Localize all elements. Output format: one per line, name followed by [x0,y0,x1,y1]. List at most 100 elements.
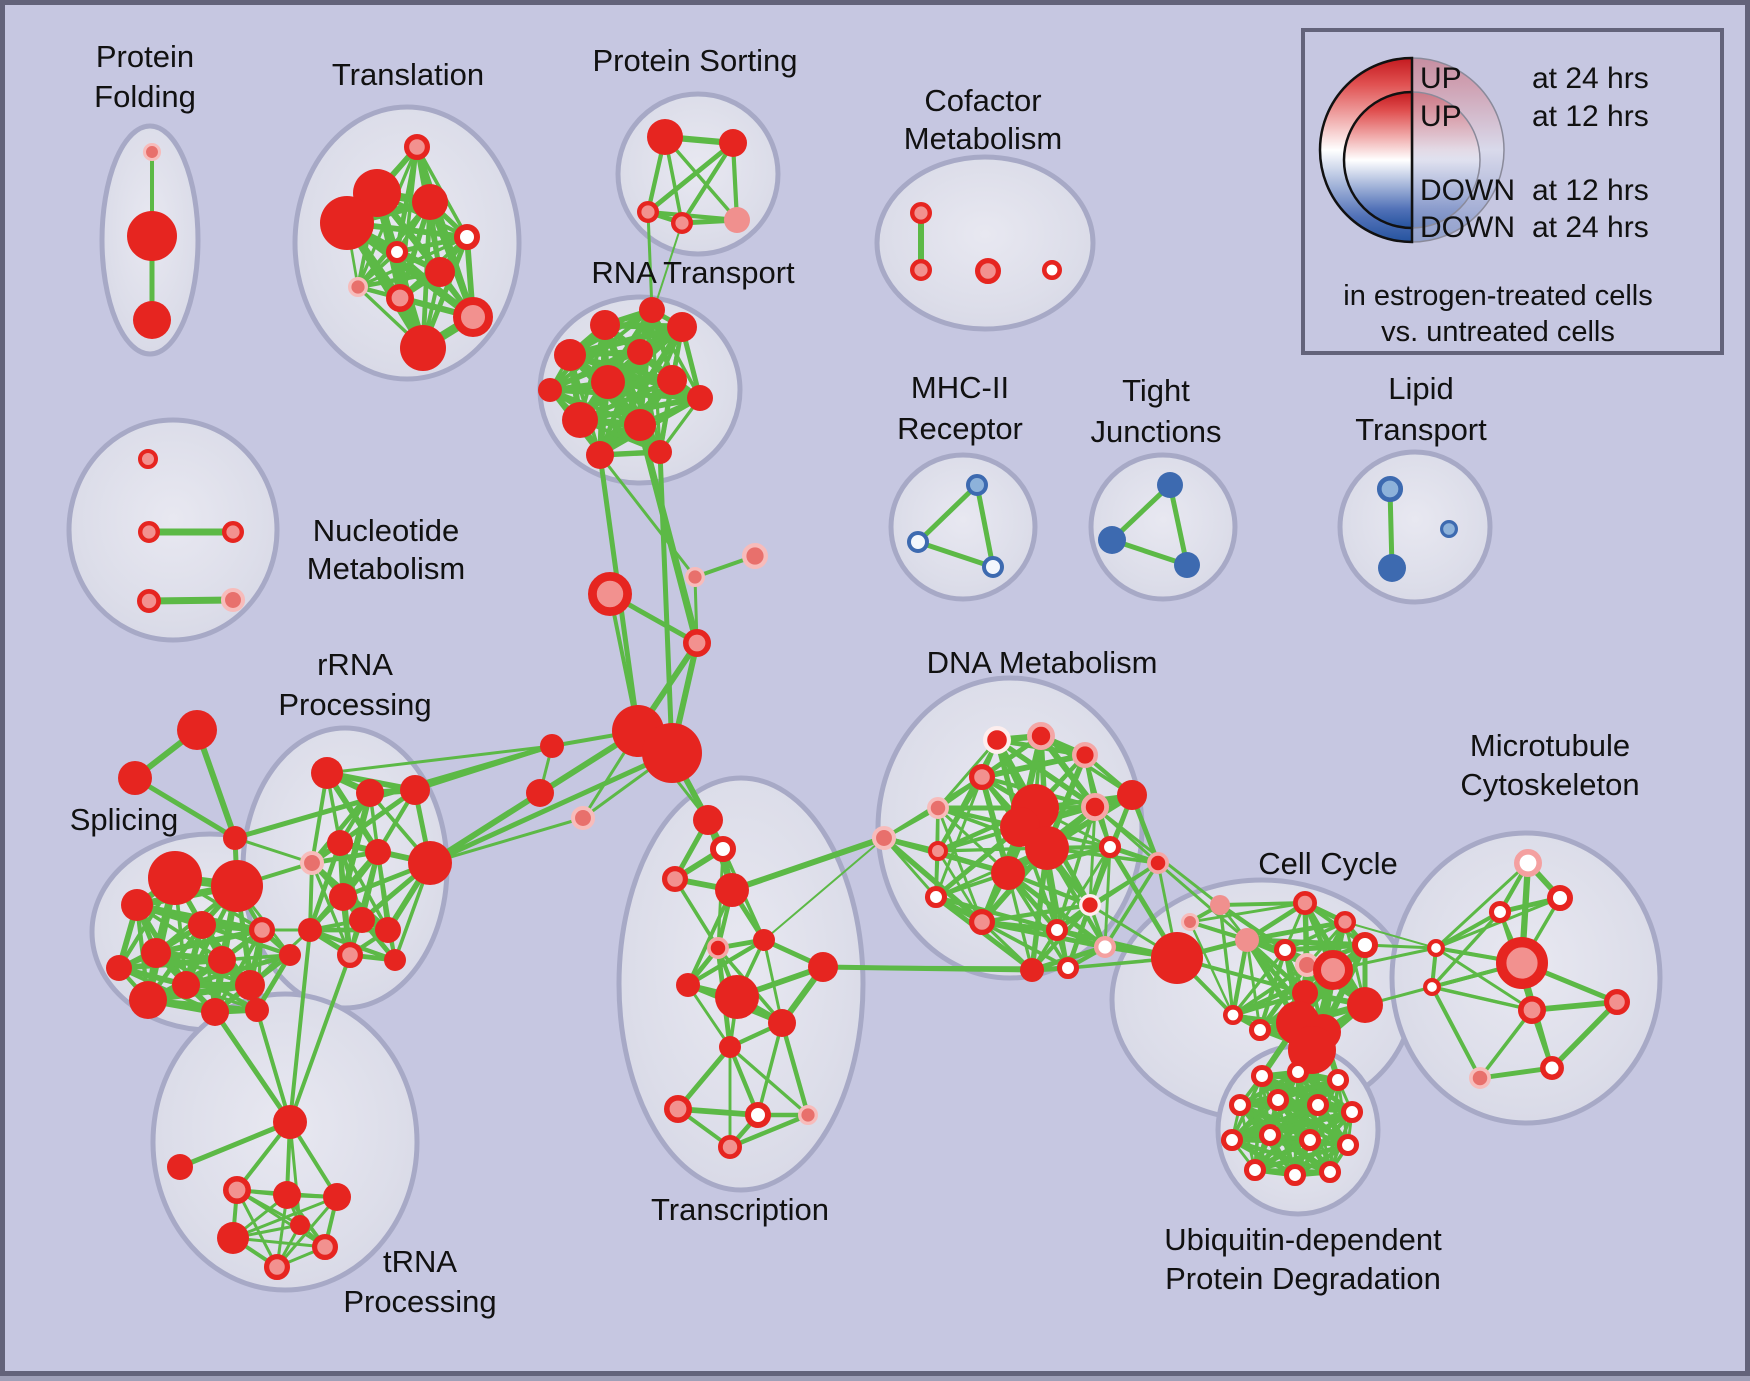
gene-node[interactable] [425,257,455,287]
gene-node[interactable] [570,805,596,831]
gene-node[interactable] [719,129,747,157]
gene-node[interactable] [554,339,586,371]
gene-node[interactable] [1293,891,1318,916]
gene-node[interactable] [245,998,269,1022]
gene-node[interactable] [273,1105,307,1139]
gene-node[interactable] [142,142,162,162]
gene-node[interactable] [311,757,343,789]
gene-node[interactable] [627,339,653,365]
gene-node[interactable] [208,946,236,974]
gene-node[interactable] [707,937,729,959]
gene-node[interactable] [1347,987,1383,1023]
gene-node[interactable] [365,839,391,865]
gene-node[interactable] [141,938,171,968]
gene-node[interactable] [1488,900,1512,924]
gene-node[interactable] [1376,475,1404,503]
gene-node[interactable] [1147,852,1169,874]
gene-node[interactable] [356,779,384,807]
gene-node[interactable] [910,201,933,224]
gene-node[interactable] [167,1154,193,1180]
gene-node[interactable] [910,259,933,282]
gene-node[interactable] [588,572,633,617]
gene-node[interactable] [136,589,161,614]
gene-node[interactable] [647,119,683,155]
gene-node[interactable] [1286,1060,1310,1084]
gene-node[interactable] [1081,793,1110,822]
gene-node[interactable] [927,797,949,819]
gene-node[interactable] [404,134,431,161]
gene-node[interactable] [384,949,406,971]
gene-node[interactable] [974,258,1001,285]
gene-node[interactable] [118,761,152,795]
gene-node[interactable] [538,378,562,402]
gene-node[interactable] [1180,912,1200,932]
gene-node[interactable] [968,908,995,935]
gene-node[interactable] [907,531,929,553]
gene-node[interactable] [1243,1158,1267,1182]
gene-node[interactable] [715,975,759,1019]
gene-node[interactable] [299,850,325,876]
gene-node[interactable] [540,734,564,758]
gene-node[interactable] [323,1183,351,1211]
gene-node[interactable] [148,851,202,905]
gene-node[interactable] [1020,958,1044,982]
gene-node[interactable] [624,409,656,441]
gene-node[interactable] [1469,1067,1491,1089]
gene-node[interactable] [1220,1128,1244,1152]
gene-node[interactable] [211,860,263,912]
gene-node[interactable] [1079,894,1101,916]
gene-node[interactable] [1495,937,1548,990]
gene-node[interactable] [982,556,1004,578]
gene-node[interactable] [637,200,660,223]
gene-node[interactable] [676,973,700,997]
gene-node[interactable] [1313,950,1353,990]
gene-node[interactable] [718,1135,743,1160]
gene-node[interactable] [133,301,171,339]
gene-node[interactable] [453,297,493,337]
gene-node[interactable] [590,310,620,340]
gene-node[interactable] [1439,519,1458,538]
gene-node[interactable] [1098,835,1122,859]
gene-node[interactable] [1151,932,1203,984]
gene-node[interactable] [1547,885,1573,911]
gene-node[interactable] [982,725,1011,754]
gene-node[interactable] [808,952,838,982]
gene-node[interactable] [137,521,160,544]
gene-node[interactable] [329,883,357,911]
gene-node[interactable] [1223,1004,1244,1025]
gene-node[interactable] [1235,928,1259,952]
gene-node[interactable] [753,929,775,951]
gene-node[interactable] [1378,554,1406,582]
gene-node[interactable] [1423,978,1441,996]
gene-node[interactable] [235,970,265,1000]
gene-node[interactable] [1333,911,1356,934]
gene-node[interactable] [1318,1160,1342,1184]
gene-node[interactable] [129,981,167,1019]
gene-node[interactable] [1292,980,1318,1006]
gene-node[interactable] [273,1181,301,1209]
gene-node[interactable] [127,211,177,261]
gene-node[interactable] [1306,1093,1330,1117]
gene-node[interactable] [201,998,229,1026]
gene-node[interactable] [312,1233,339,1260]
gene-node[interactable] [667,312,697,342]
gene-node[interactable] [1427,939,1445,957]
gene-node[interactable] [663,1095,692,1124]
gene-node[interactable] [526,779,554,807]
gene-node[interactable] [223,826,247,850]
gene-node[interactable] [327,830,353,856]
gene-node[interactable] [1117,780,1147,810]
gene-node[interactable] [1298,1128,1322,1152]
gene-node[interactable] [639,297,665,323]
gene-node[interactable] [220,587,246,613]
gene-node[interactable] [1514,848,1543,877]
gene-node[interactable] [1336,1133,1360,1157]
gene-node[interactable] [710,836,736,862]
gene-node[interactable] [671,211,694,234]
gene-node[interactable] [1603,988,1630,1015]
gene-node[interactable] [648,440,672,464]
gene-node[interactable] [408,841,452,885]
gene-node[interactable] [298,918,322,942]
gene-node[interactable] [715,873,749,907]
gene-node[interactable] [871,825,897,851]
